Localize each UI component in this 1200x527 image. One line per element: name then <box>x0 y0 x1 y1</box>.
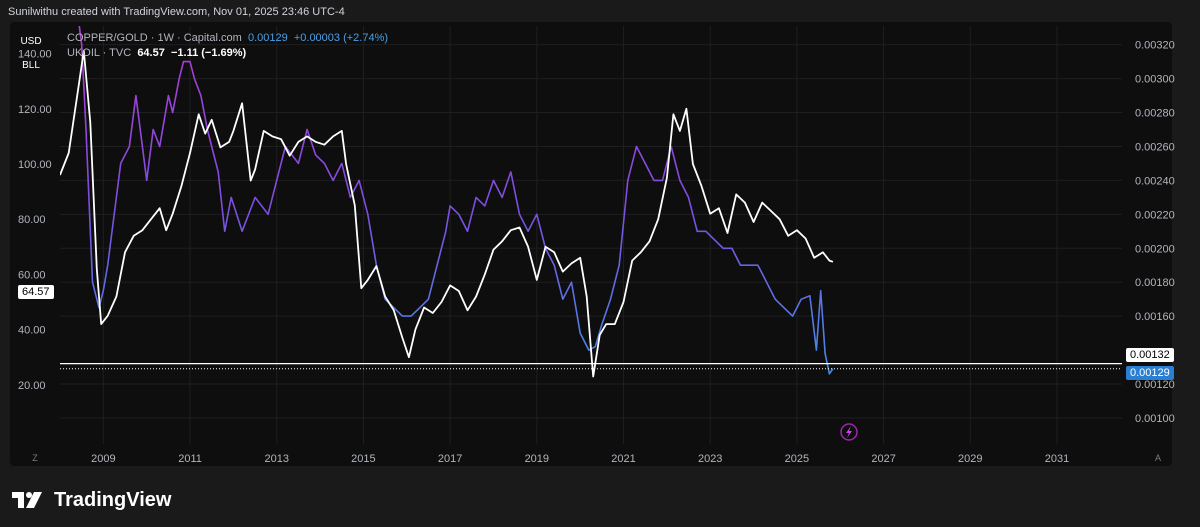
horizontal-line-price-tag: 0.00132 <box>1126 348 1174 362</box>
right-tick-label: 0.00220 <box>1135 209 1175 221</box>
event-marker-ring <box>840 423 858 441</box>
right-tick-label: 0.00240 <box>1135 175 1175 187</box>
x-tick-label: 2011 <box>178 453 202 465</box>
x-tick-label: 2017 <box>438 453 462 465</box>
legend-copper-gold-change: +0.00003 (+2.74%) <box>293 32 389 44</box>
left-tick-label: 80.00 <box>18 214 46 226</box>
footer-brand[interactable]: TradingView <box>12 486 171 514</box>
x-tick-label: 2019 <box>525 453 549 465</box>
series-layer <box>60 26 834 378</box>
right-axis: 0.00320 0.00300 0.00280 0.00260 0.00240 0.002… <box>1135 40 1175 425</box>
legend-ukoil-symbol: UKOIL · TVC <box>67 47 132 59</box>
brand-name: TradingView <box>54 488 172 511</box>
left-tick-label: 120.00 <box>18 104 52 116</box>
auto-scale-button[interactable]: A <box>1154 453 1161 463</box>
x-axis: 2009 2011 2013 2015 2017 2019 2021 2023 2025 2027… <box>91 453 1069 465</box>
x-tick-label: 2031 <box>1045 453 1069 465</box>
event-marker[interactable] <box>840 423 858 441</box>
grid <box>60 26 1122 444</box>
x-tick-label: 2025 <box>785 453 809 465</box>
x-tick-label: 2009 <box>91 453 115 465</box>
x-tick-label: 2027 <box>871 453 895 465</box>
legend-copper-gold-symbol: COPPER/GOLD · 1W · Capital.com <box>67 32 242 44</box>
x-tick-label: 2021 <box>611 453 635 465</box>
right-tick-label: 0.00280 <box>1135 108 1175 120</box>
copper-gold-price-tag: 0.00129 <box>1126 366 1174 380</box>
x-tick-label: 2023 <box>698 453 722 465</box>
zoom-reset-button[interactable]: Z <box>32 453 38 463</box>
ukoil-series-line <box>60 49 834 378</box>
ukoil-price-tag: 64.57 <box>18 285 54 299</box>
right-tick-label: 0.00120 <box>1135 379 1175 391</box>
right-tick-label: 0.00200 <box>1135 243 1175 255</box>
left-tick-label: 60.00 <box>18 269 46 281</box>
legend-ukoil-change: −1.11 (−1.69%) <box>170 47 247 59</box>
chart-frame <box>10 22 1172 466</box>
x-tick-label: 2015 <box>351 453 375 465</box>
tradingview-logo-icon <box>12 492 42 508</box>
right-tick-label: 0.00180 <box>1135 277 1175 289</box>
volume-unit-button[interactable]: BLL <box>22 59 40 71</box>
x-tick-label: 2013 <box>264 453 288 465</box>
left-tick-label: 100.00 <box>18 159 52 171</box>
left-tick-label: 140.00 <box>18 49 52 61</box>
legend-ukoil-value: 64.57 <box>137 47 165 59</box>
legend-ukoil[interactable]: UKOIL · TVC 64.57 −1.11 (−1.69%) <box>67 46 388 61</box>
lightning-icon <box>846 426 852 438</box>
right-tick-label: 0.00160 <box>1135 311 1175 323</box>
x-tick-label: 2029 <box>958 453 982 465</box>
currency-unit-button[interactable]: USD <box>20 35 42 47</box>
right-tick-label: 0.00100 <box>1135 413 1175 425</box>
chart-attribution: Sunilwithu created with TradingView.com,… <box>8 6 345 18</box>
right-tick-label: 0.00260 <box>1135 141 1175 153</box>
legend-copper-gold[interactable]: COPPER/GOLD · 1W · Capital.com 0.00129 +… <box>67 31 388 46</box>
legend: COPPER/GOLD · 1W · Capital.com 0.00129 +… <box>67 31 388 61</box>
right-tick-label: 0.00300 <box>1135 74 1175 86</box>
left-axis: 140.00 120.00 100.00 80.00 60.00 40.00 20.00 <box>18 49 52 392</box>
horizontal-line-layer <box>60 363 1122 370</box>
copper-gold-series-line <box>78 26 834 375</box>
left-tick-label: 40.00 <box>18 325 46 337</box>
left-tick-label: 20.00 <box>18 380 46 392</box>
legend-copper-gold-value: 0.00129 <box>247 32 288 44</box>
right-tick-label: 0.00320 <box>1135 40 1175 52</box>
